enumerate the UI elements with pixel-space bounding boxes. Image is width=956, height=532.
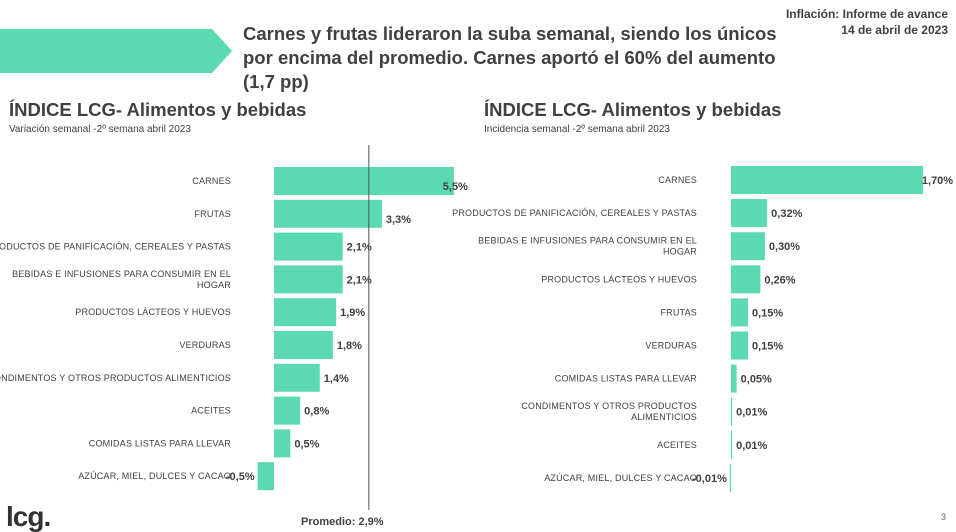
incidencia-category-label-8-line-1: CONDIMENTOS Y OTROS PRODUCTOS bbox=[521, 401, 697, 411]
incidencia-bar-1 bbox=[731, 166, 924, 194]
variacion-bar-3 bbox=[274, 232, 343, 261]
incidencia-category-label-10: AZÚCAR, MIEL, DULCES Y CACAO bbox=[544, 473, 697, 483]
variacion-bar-8 bbox=[274, 396, 301, 425]
variacion-bar-5 bbox=[274, 298, 337, 327]
variacion-value-label-8: 0,8% bbox=[304, 406, 329, 418]
report-date: 14 de abril de 2023 bbox=[841, 23, 948, 37]
incidencia-value-label-8: 0,01% bbox=[736, 407, 767, 419]
variacion-value-label-9: 0,5% bbox=[294, 438, 319, 450]
variacion-bar-9 bbox=[274, 429, 291, 458]
variacion-bar-2 bbox=[274, 199, 382, 228]
chart-title-variacion: ÍNDICE LCG- Alimentos y bebidas bbox=[9, 99, 307, 120]
variacion-bar-7 bbox=[274, 363, 320, 392]
variacion-value-label-3: 2,1% bbox=[347, 242, 372, 254]
incidencia-bar-8 bbox=[731, 397, 733, 426]
headline: Carnes y frutas lideraron la suba semana… bbox=[243, 23, 777, 92]
variacion-bar-4 bbox=[274, 265, 343, 294]
variacion-category-label-4-line-2: HOGAR bbox=[197, 280, 231, 290]
incidencia-category-label-7: COMIDAS LISTAS PARA LLEVAR bbox=[555, 374, 698, 384]
incidencia-value-label-3: 0,30% bbox=[769, 241, 800, 253]
variacion-category-label-5: PRODUCTOS LÁCTEOS Y HUEVOS bbox=[75, 307, 231, 317]
variacion-category-label-2: FRUTAS bbox=[194, 209, 231, 219]
incidencia-category-label-8-line-2: ALIMENTICIOS bbox=[631, 412, 697, 422]
incidencia-value-label-6: 0,15% bbox=[752, 341, 783, 353]
incidencia-category-label-4: PRODUCTOS LÁCTEOS Y HUEVOS bbox=[541, 274, 697, 284]
incidencia-bar-6 bbox=[731, 331, 748, 360]
incidencia-value-label-4: 0,26% bbox=[764, 274, 795, 286]
incidencia-bar-10 bbox=[729, 463, 732, 492]
chart-title-incidencia: ÍNDICE LCG- Alimentos y bebidas bbox=[484, 99, 782, 120]
incidencia-value-label-7: 0,05% bbox=[741, 374, 772, 386]
incidencia-value-label-1: 1,70% bbox=[922, 175, 953, 187]
incidencia-value-label-10: -0,01% bbox=[692, 473, 727, 485]
chart-subtitle-incidencia: Incidencia semanal -2º semana abril 2023 bbox=[484, 124, 670, 135]
incidencia-category-label-2: PRODUCTOS DE PANIFICACIÓN, CEREALES Y PA… bbox=[452, 208, 697, 218]
promedio-label: Promedio: 2,9% bbox=[301, 516, 384, 528]
incidencia-bar-4 bbox=[731, 265, 761, 294]
chart-subtitle-variacion: Variación semanal -2º semana abril 2023 bbox=[9, 124, 191, 135]
variacion-value-label-1: 5,5% bbox=[443, 181, 468, 193]
variacion-category-label-4-line-1: BEBIDAS E INFUSIONES PARA CONSUMIR EN EL bbox=[12, 269, 231, 279]
lcg-logo: lcg. bbox=[6, 501, 51, 532]
variacion-category-label-8: ACEITES bbox=[191, 406, 231, 416]
incidencia-category-label-3-line-1: BEBIDAS E INFUSIONES PARA CONSUMIR EN EL bbox=[478, 236, 697, 246]
variacion-bar-10 bbox=[257, 462, 274, 491]
variacion-value-label-4: 2,1% bbox=[347, 274, 372, 286]
incidencia-value-label-9: 0,01% bbox=[736, 440, 767, 452]
incidencia-bar-9 bbox=[731, 430, 733, 459]
report-title: Inflación: Informe de avance bbox=[785, 7, 948, 21]
incidencia-category-label-9: ACEITES bbox=[657, 440, 697, 450]
variacion-value-label-2: 3,3% bbox=[386, 214, 411, 226]
incidencia-value-label-5: 0,15% bbox=[752, 307, 783, 319]
variacion-category-label-6: VERDURAS bbox=[179, 340, 231, 350]
incidencia-category-label-3-line-2: HOGAR bbox=[663, 247, 697, 257]
incidencia-bar-2 bbox=[731, 199, 768, 228]
variacion-bar-6 bbox=[274, 331, 333, 359]
incidencia-bar-7 bbox=[731, 364, 737, 393]
incidencia-category-label-1: CARNES bbox=[658, 175, 697, 185]
incidencia-category-label-6: VERDURAS bbox=[645, 341, 697, 351]
variacion-value-label-10: -0,5% bbox=[226, 471, 255, 483]
incidencia-value-label-2: 0,32% bbox=[771, 208, 802, 220]
variacion-bar-1 bbox=[274, 167, 454, 195]
variacion-value-label-5: 1,9% bbox=[340, 307, 365, 319]
arrow-banner bbox=[0, 29, 232, 73]
incidencia-bar-5 bbox=[731, 298, 748, 327]
page-number: 3 bbox=[940, 512, 946, 522]
variacion-category-label-1: CARNES bbox=[192, 176, 231, 186]
incidencia-category-label-5: FRUTAS bbox=[660, 307, 697, 317]
variacion-category-label-3: PRODUCTOS DE PANIFICACIÓN, CEREALES Y PA… bbox=[0, 242, 231, 252]
variacion-category-label-7: CONDIMENTOS Y OTROS PRODUCTOS ALIMENTICI… bbox=[0, 373, 231, 383]
report-info: Inflación: Informe de avance 14 de abril… bbox=[786, 6, 948, 38]
variacion-category-label-9: COMIDAS LISTAS PARA LLEVAR bbox=[89, 438, 232, 448]
variacion-category-label-10: AZÚCAR, MIEL, DULCES Y CACAO bbox=[78, 471, 231, 481]
incidencia-bar-3 bbox=[731, 232, 765, 261]
variacion-value-label-6: 1,8% bbox=[337, 340, 362, 352]
variacion-value-label-7: 1,4% bbox=[324, 373, 349, 385]
